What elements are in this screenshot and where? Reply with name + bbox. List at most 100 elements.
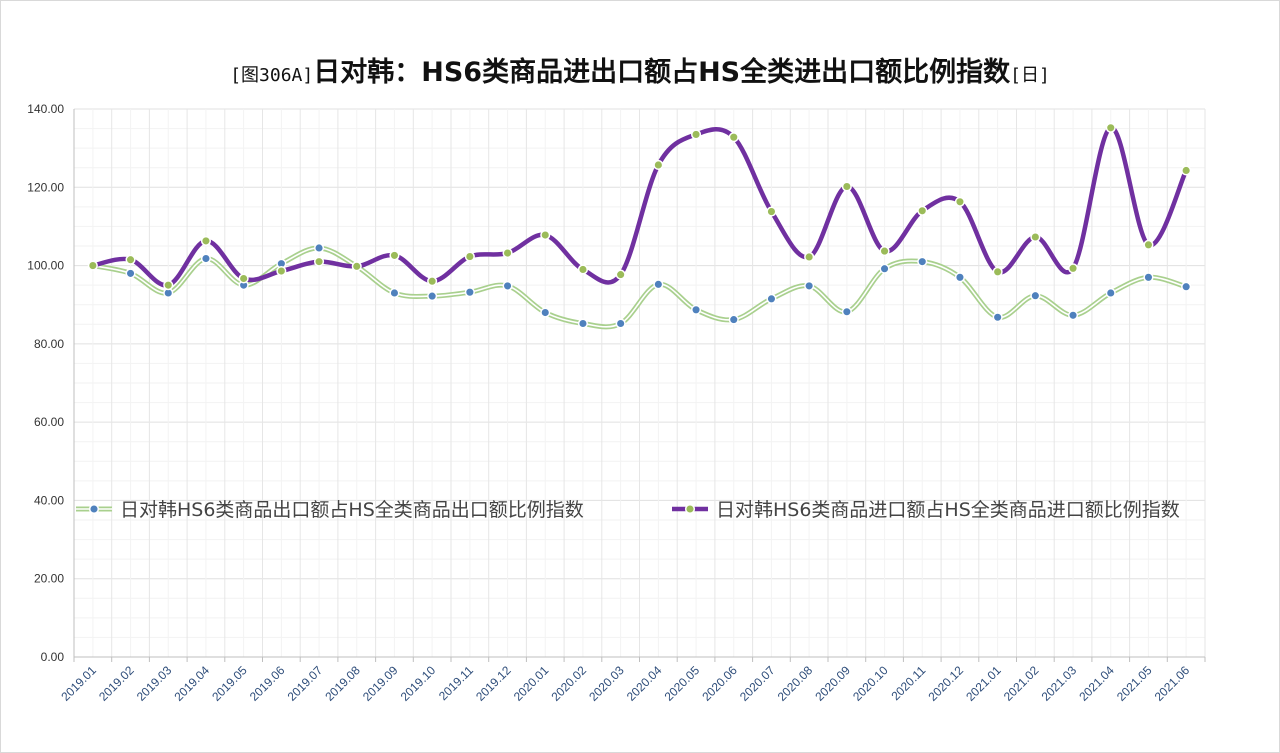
import-data-point bbox=[615, 269, 626, 280]
import-data-point bbox=[766, 206, 777, 217]
export-data-point bbox=[464, 287, 475, 298]
import-data-point bbox=[276, 266, 287, 277]
chart-title-suffix: [日] bbox=[1010, 65, 1050, 86]
import-data-point bbox=[1030, 231, 1041, 243]
x-tick-label: 2020.08 bbox=[775, 663, 816, 704]
export-data-point bbox=[917, 256, 928, 267]
x-tick-label: 2020.02 bbox=[548, 663, 589, 704]
export-data-point bbox=[577, 318, 589, 329]
export-data-point bbox=[879, 263, 890, 274]
x-tick-label: 2021.03 bbox=[1039, 663, 1080, 704]
import-data-point bbox=[502, 247, 513, 259]
import-data-point bbox=[954, 196, 966, 207]
export-data-point bbox=[1030, 290, 1041, 301]
x-tick-label: 2020.03 bbox=[586, 663, 627, 704]
export-data-point bbox=[200, 253, 211, 264]
import-data-point bbox=[1068, 263, 1079, 274]
chart-title: [图306A]日对韩：HS6类商品进出口额占HS全类进出口额比例指数[日] bbox=[0, 50, 1280, 89]
export-data-point bbox=[1143, 272, 1154, 283]
export-data-point bbox=[314, 242, 325, 254]
x-tick-label: 2020.09 bbox=[812, 663, 853, 704]
x-tick-label: 2020.04 bbox=[624, 663, 665, 704]
chart-title-main: 日对韩：HS6类商品进出口额占HS全类进出口额比例指数 bbox=[313, 57, 1011, 88]
export-data-point bbox=[804, 280, 815, 291]
legend-item-import: 日对韩HS6类商品进口额占HS全类商品进口额比例指数 bbox=[672, 499, 1180, 521]
x-tick-label: 2019.03 bbox=[134, 663, 175, 704]
import-series bbox=[87, 122, 1192, 291]
import-data-point bbox=[1143, 239, 1154, 250]
x-tick-label: 2020.05 bbox=[662, 663, 703, 704]
import-data-point bbox=[163, 280, 174, 291]
x-tick-label: 2019.11 bbox=[436, 663, 476, 703]
export-data-point bbox=[653, 279, 664, 290]
legend-swatch-marker bbox=[684, 503, 696, 515]
export-data-point bbox=[389, 287, 400, 299]
x-tick-label: 2021.06 bbox=[1152, 663, 1193, 704]
export-data-point bbox=[615, 318, 626, 329]
import-data-point bbox=[125, 254, 136, 265]
export-data-point bbox=[540, 307, 551, 318]
x-tick-label: 2020.12 bbox=[925, 663, 966, 704]
import-data-point bbox=[992, 266, 1003, 277]
export-data-point bbox=[766, 293, 777, 304]
export-data-point bbox=[1068, 310, 1079, 321]
x-tick-label: 2020.07 bbox=[737, 663, 778, 704]
import-data-point bbox=[728, 132, 739, 143]
x-tick-label: 2019.04 bbox=[171, 663, 212, 704]
x-tick-label: 2019.05 bbox=[209, 663, 250, 704]
import-data-point bbox=[653, 159, 664, 171]
import-data-point bbox=[314, 256, 325, 267]
export-data-point bbox=[954, 272, 966, 283]
import-data-point bbox=[577, 264, 589, 275]
x-tick-label: 2021.04 bbox=[1076, 663, 1117, 704]
y-tick-label: 20.00 bbox=[34, 572, 64, 586]
import-data-point bbox=[917, 205, 928, 216]
y-tick-label: 0.00 bbox=[41, 650, 65, 664]
y-tick-label: 40.00 bbox=[34, 493, 64, 507]
y-tick-label: 80.00 bbox=[34, 337, 64, 351]
import-data-point bbox=[879, 246, 890, 257]
series-lines bbox=[87, 122, 1192, 330]
import-data-point bbox=[389, 250, 400, 261]
x-tick-label: 2019.01 bbox=[58, 663, 99, 704]
grid-lines bbox=[73, 108, 1206, 658]
x-tick-label: 2019.07 bbox=[285, 663, 326, 704]
x-tick-label: 2019.09 bbox=[360, 663, 401, 704]
import-data-point bbox=[200, 235, 211, 246]
import-data-point bbox=[691, 129, 702, 140]
legend: 日对韩HS6类商品出口额占HS全类商品出口额比例指数 日对韩HS6类商品进口额占H… bbox=[76, 499, 1180, 521]
legend-swatch-marker bbox=[88, 503, 100, 515]
export-data-point bbox=[728, 314, 739, 325]
import-data-point bbox=[464, 251, 475, 262]
x-tick-label: 2020.01 bbox=[511, 663, 552, 704]
import-data-point bbox=[87, 260, 98, 271]
export-data-point bbox=[1105, 287, 1116, 299]
x-tick-label: 2021.02 bbox=[1001, 663, 1042, 704]
x-tick-label: 2019.06 bbox=[247, 663, 288, 704]
x-tick-labels: 2019.012019.022019.032019.042019.052019.… bbox=[58, 663, 1192, 704]
import-data-point bbox=[238, 273, 249, 284]
legend-label: 日对韩HS6类商品进口额占HS全类商品进口额比例指数 bbox=[716, 499, 1180, 521]
export-data-point bbox=[841, 306, 852, 317]
y-tick-labels: 0.00 20.00 40.00 60.00 80.00 100.00 120.00 140.… bbox=[27, 102, 64, 664]
import-data-point bbox=[1105, 122, 1116, 133]
x-tick-label: 2020.10 bbox=[850, 663, 891, 704]
export-data-point bbox=[992, 312, 1003, 323]
export-data-point bbox=[1181, 281, 1192, 292]
axes bbox=[73, 109, 1206, 662]
x-tick-label: 2019.08 bbox=[322, 663, 363, 704]
y-tick-label: 100.00 bbox=[27, 259, 64, 273]
import-data-point bbox=[427, 276, 438, 287]
x-tick-label: 2021.01 bbox=[963, 663, 1004, 704]
x-tick-label: 2021.05 bbox=[1114, 663, 1155, 704]
import-data-point bbox=[804, 251, 815, 263]
import-data-point bbox=[1181, 165, 1192, 176]
export-data-point bbox=[427, 291, 438, 302]
x-tick-label: 2019.10 bbox=[398, 663, 439, 704]
export-data-point bbox=[691, 304, 702, 315]
x-tick-label: 2020.06 bbox=[699, 663, 740, 704]
y-tick-label: 140.00 bbox=[27, 102, 64, 116]
chart-title-prefix: [图306A] bbox=[230, 65, 314, 86]
import-data-point bbox=[540, 229, 551, 241]
